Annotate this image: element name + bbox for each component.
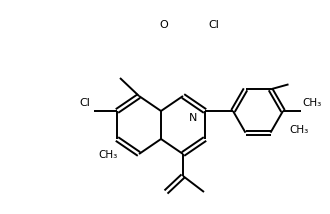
Text: N: N <box>189 113 197 123</box>
Text: Cl: Cl <box>79 98 90 108</box>
Text: CH₃: CH₃ <box>98 150 117 160</box>
Text: Cl: Cl <box>208 20 219 30</box>
Text: O: O <box>160 20 168 30</box>
Text: CH₃: CH₃ <box>302 98 321 108</box>
Text: CH₃: CH₃ <box>289 125 309 135</box>
